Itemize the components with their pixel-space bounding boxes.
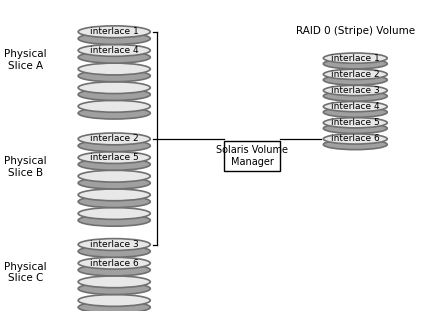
Text: Physical
Slice A: Physical Slice A: [4, 49, 47, 71]
Ellipse shape: [78, 189, 150, 201]
Ellipse shape: [78, 214, 150, 226]
Ellipse shape: [78, 133, 150, 145]
Ellipse shape: [323, 101, 387, 112]
Text: interlace 2: interlace 2: [331, 70, 380, 79]
Ellipse shape: [323, 69, 387, 80]
Ellipse shape: [78, 51, 150, 63]
Text: interlace 3: interlace 3: [90, 240, 139, 249]
Ellipse shape: [78, 100, 150, 112]
Ellipse shape: [78, 70, 150, 82]
Ellipse shape: [78, 246, 150, 257]
Ellipse shape: [78, 207, 150, 219]
Ellipse shape: [78, 283, 150, 295]
Ellipse shape: [323, 91, 387, 101]
Ellipse shape: [78, 82, 150, 94]
Ellipse shape: [78, 107, 150, 119]
Text: interlace 2: interlace 2: [90, 134, 139, 144]
Ellipse shape: [78, 264, 150, 276]
Ellipse shape: [323, 59, 387, 69]
Text: Physical
Slice B: Physical Slice B: [4, 156, 47, 178]
Text: Solaris Volume
Manager: Solaris Volume Manager: [216, 145, 288, 167]
Ellipse shape: [78, 33, 150, 45]
Text: interlace 1: interlace 1: [331, 54, 380, 63]
Ellipse shape: [78, 152, 150, 163]
Ellipse shape: [78, 177, 150, 189]
Text: interlace 3: interlace 3: [331, 86, 380, 95]
Text: interlace 4: interlace 4: [90, 46, 139, 55]
Text: interlace 4: interlace 4: [331, 102, 380, 111]
Ellipse shape: [78, 276, 150, 288]
FancyBboxPatch shape: [224, 141, 280, 171]
Ellipse shape: [323, 118, 387, 128]
Text: Physical
Slice C: Physical Slice C: [4, 262, 47, 283]
Text: interlace 6: interlace 6: [90, 259, 139, 268]
Ellipse shape: [323, 123, 387, 134]
Ellipse shape: [78, 170, 150, 182]
Ellipse shape: [78, 158, 150, 170]
Ellipse shape: [78, 301, 150, 312]
Ellipse shape: [78, 89, 150, 100]
Ellipse shape: [78, 295, 150, 306]
Text: interlace 1: interlace 1: [90, 27, 139, 36]
Ellipse shape: [323, 134, 387, 144]
Text: interlace 6: interlace 6: [331, 134, 380, 144]
Ellipse shape: [323, 53, 387, 63]
Text: interlace 5: interlace 5: [331, 118, 380, 127]
Ellipse shape: [78, 140, 150, 152]
Text: interlace 5: interlace 5: [90, 153, 139, 162]
Ellipse shape: [323, 75, 387, 85]
Ellipse shape: [78, 45, 150, 56]
Ellipse shape: [323, 85, 387, 95]
Ellipse shape: [323, 107, 387, 117]
Ellipse shape: [323, 139, 387, 150]
Ellipse shape: [78, 63, 150, 75]
Text: RAID 0 (Stripe) Volume: RAID 0 (Stripe) Volume: [296, 27, 415, 37]
Ellipse shape: [78, 196, 150, 207]
Ellipse shape: [78, 257, 150, 269]
Ellipse shape: [78, 239, 150, 251]
Ellipse shape: [78, 26, 150, 38]
